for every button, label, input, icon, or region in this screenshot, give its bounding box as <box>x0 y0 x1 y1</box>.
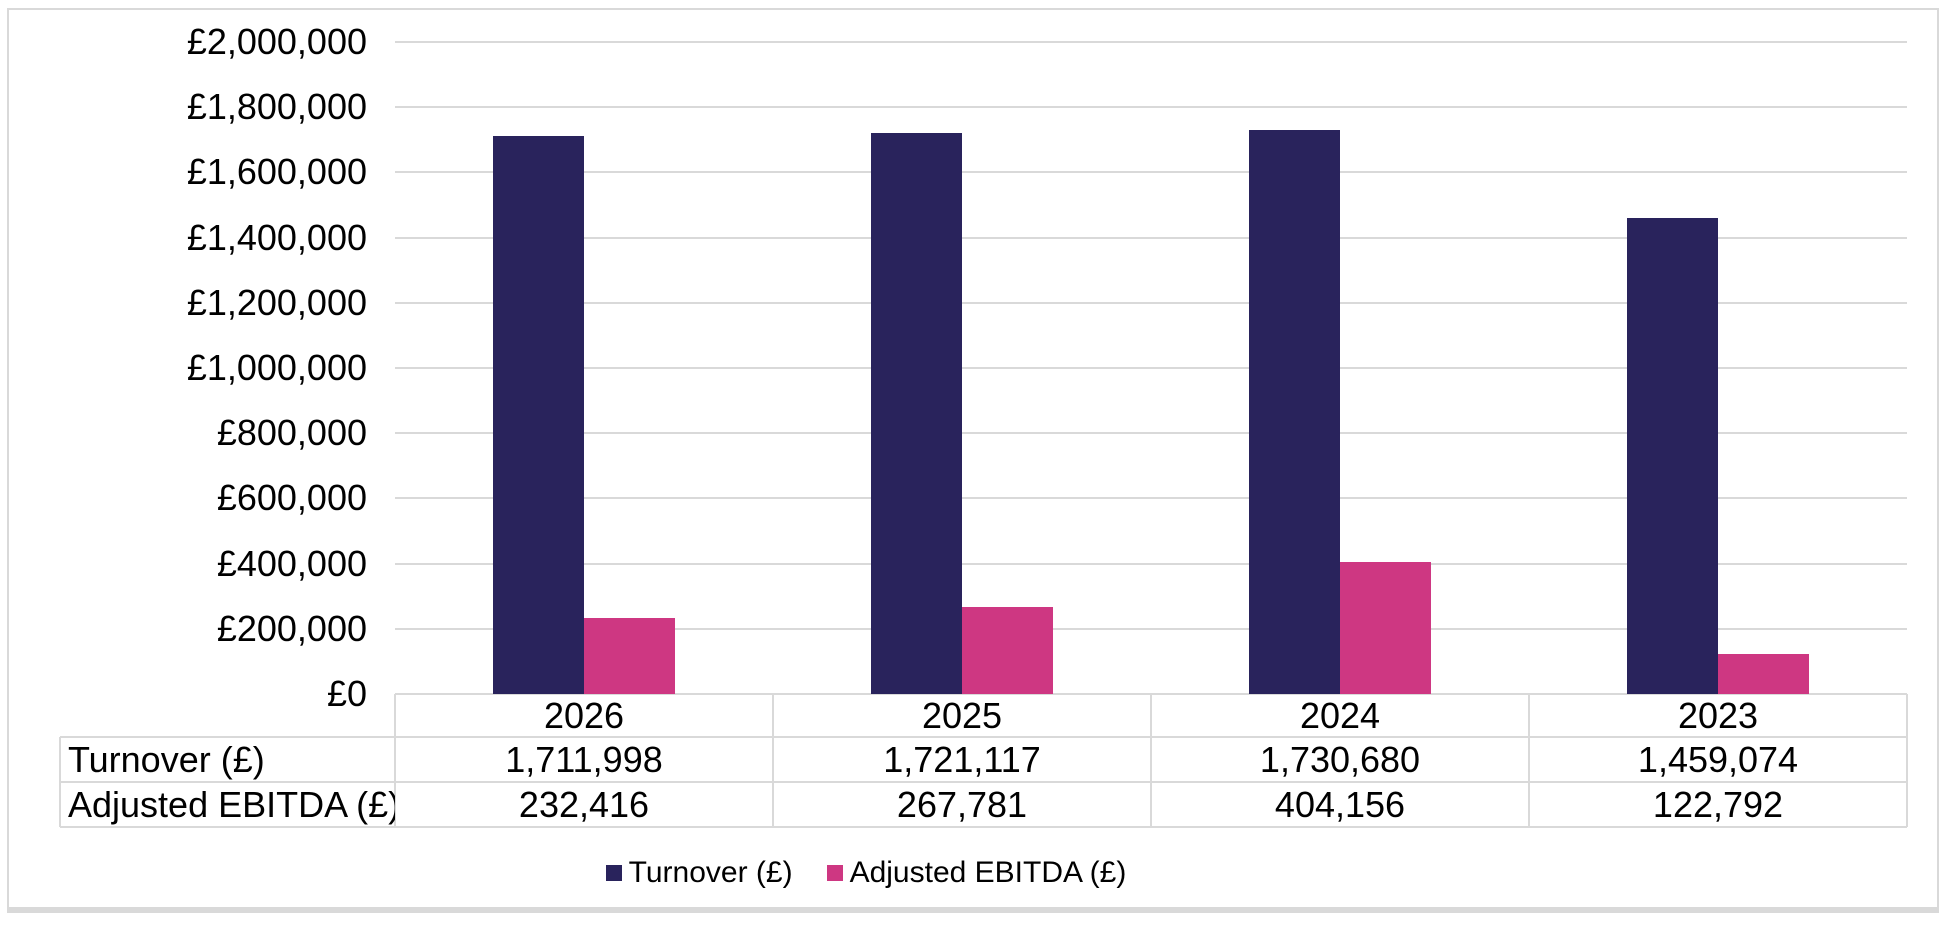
y-axis-tick-label: £1,400,000 <box>186 216 367 258</box>
gridline <box>395 627 1907 630</box>
gridline <box>395 301 1907 304</box>
table-border-line <box>60 826 1907 828</box>
gridline <box>395 367 1907 369</box>
bar-adjusted-ebitda-2024 <box>1340 562 1431 694</box>
gridline <box>395 41 1907 43</box>
y-axis-tick-label: £1,600,000 <box>186 151 367 193</box>
chart-legend: Turnover (£) Adjusted EBITDA (£) <box>0 856 1732 890</box>
y-axis-tick-label: £400,000 <box>216 542 367 584</box>
table-border-line <box>1528 694 1530 827</box>
bar-adjusted-ebitda-2023 <box>1718 653 1809 694</box>
table-cell-turnover-2025: 1,721,117 <box>883 738 1041 780</box>
bar-turnover-2025 <box>871 132 962 694</box>
table-border-line <box>1906 694 1908 827</box>
y-axis-tick-label: £1,200,000 <box>186 281 367 323</box>
y-axis-tick-label: £2,000,000 <box>186 21 367 62</box>
table-cell-adjusted-ebitda-2026: 232,416 <box>518 783 650 825</box>
legend-item-adjusted-ebitda: Adjusted EBITDA (£) <box>826 856 1127 890</box>
table-cell-adjusted-ebitda-2025: 267,781 <box>896 783 1028 825</box>
legend-swatch-turnover <box>605 865 622 881</box>
table-cell-adjusted-ebitda-2023: 122,792 <box>1652 783 1784 825</box>
table-border-line <box>394 694 396 827</box>
legend-item-turnover: Turnover (£) <box>605 856 793 890</box>
bar-turnover-2026 <box>493 135 584 694</box>
y-axis-tick-label: £200,000 <box>216 607 367 649</box>
table-cell-adjusted-ebitda-2024: 404,156 <box>1274 783 1406 825</box>
table-cell-turnover-2024: 1,730,680 <box>1259 738 1421 780</box>
bar-adjusted-ebitda-2025 <box>962 606 1053 694</box>
category-header-2026: 2026 <box>543 694 625 736</box>
gridline <box>395 171 1907 174</box>
gridline <box>395 236 1907 239</box>
legend-label-adjusted-ebitda: Adjusted EBITDA (£) <box>849 856 1127 889</box>
table-border-line <box>772 694 774 827</box>
gridline <box>395 562 1907 565</box>
table-border-line <box>59 737 61 827</box>
gridline <box>395 497 1907 500</box>
table-border-line <box>60 736 1907 738</box>
bar-turnover-2024 <box>1249 129 1340 694</box>
category-header-2023: 2023 <box>1677 694 1759 736</box>
table-cell-turnover-2026: 1,711,998 <box>505 738 663 780</box>
y-axis-tick-label: £800,000 <box>216 412 367 454</box>
y-axis-tick-label: £1,000,000 <box>186 347 367 388</box>
bar-adjusted-ebitda-2026 <box>584 618 675 694</box>
bar-turnover-2023 <box>1627 218 1718 694</box>
table-border-line <box>1150 694 1152 827</box>
gridline <box>395 106 1907 109</box>
gridline <box>395 432 1907 435</box>
category-header-2025: 2025 <box>921 694 1003 736</box>
category-header-2024: 2024 <box>1299 694 1381 736</box>
table-row-label-turnover: Turnover (£) <box>68 738 265 780</box>
y-axis-tick-label: £1,800,000 <box>186 86 367 128</box>
y-axis-tick-label: £0 <box>326 673 367 714</box>
legend-swatch-adjusted-ebitda <box>826 865 843 881</box>
legend-label-turnover: Turnover (£) <box>628 856 793 889</box>
table-border-line <box>60 781 1907 783</box>
table-cell-turnover-2023: 1,459,074 <box>1637 738 1799 780</box>
table-row-label-adjusted-ebitda: Adjusted EBITDA (£) <box>68 783 395 825</box>
y-axis-tick-label: £600,000 <box>216 477 367 519</box>
